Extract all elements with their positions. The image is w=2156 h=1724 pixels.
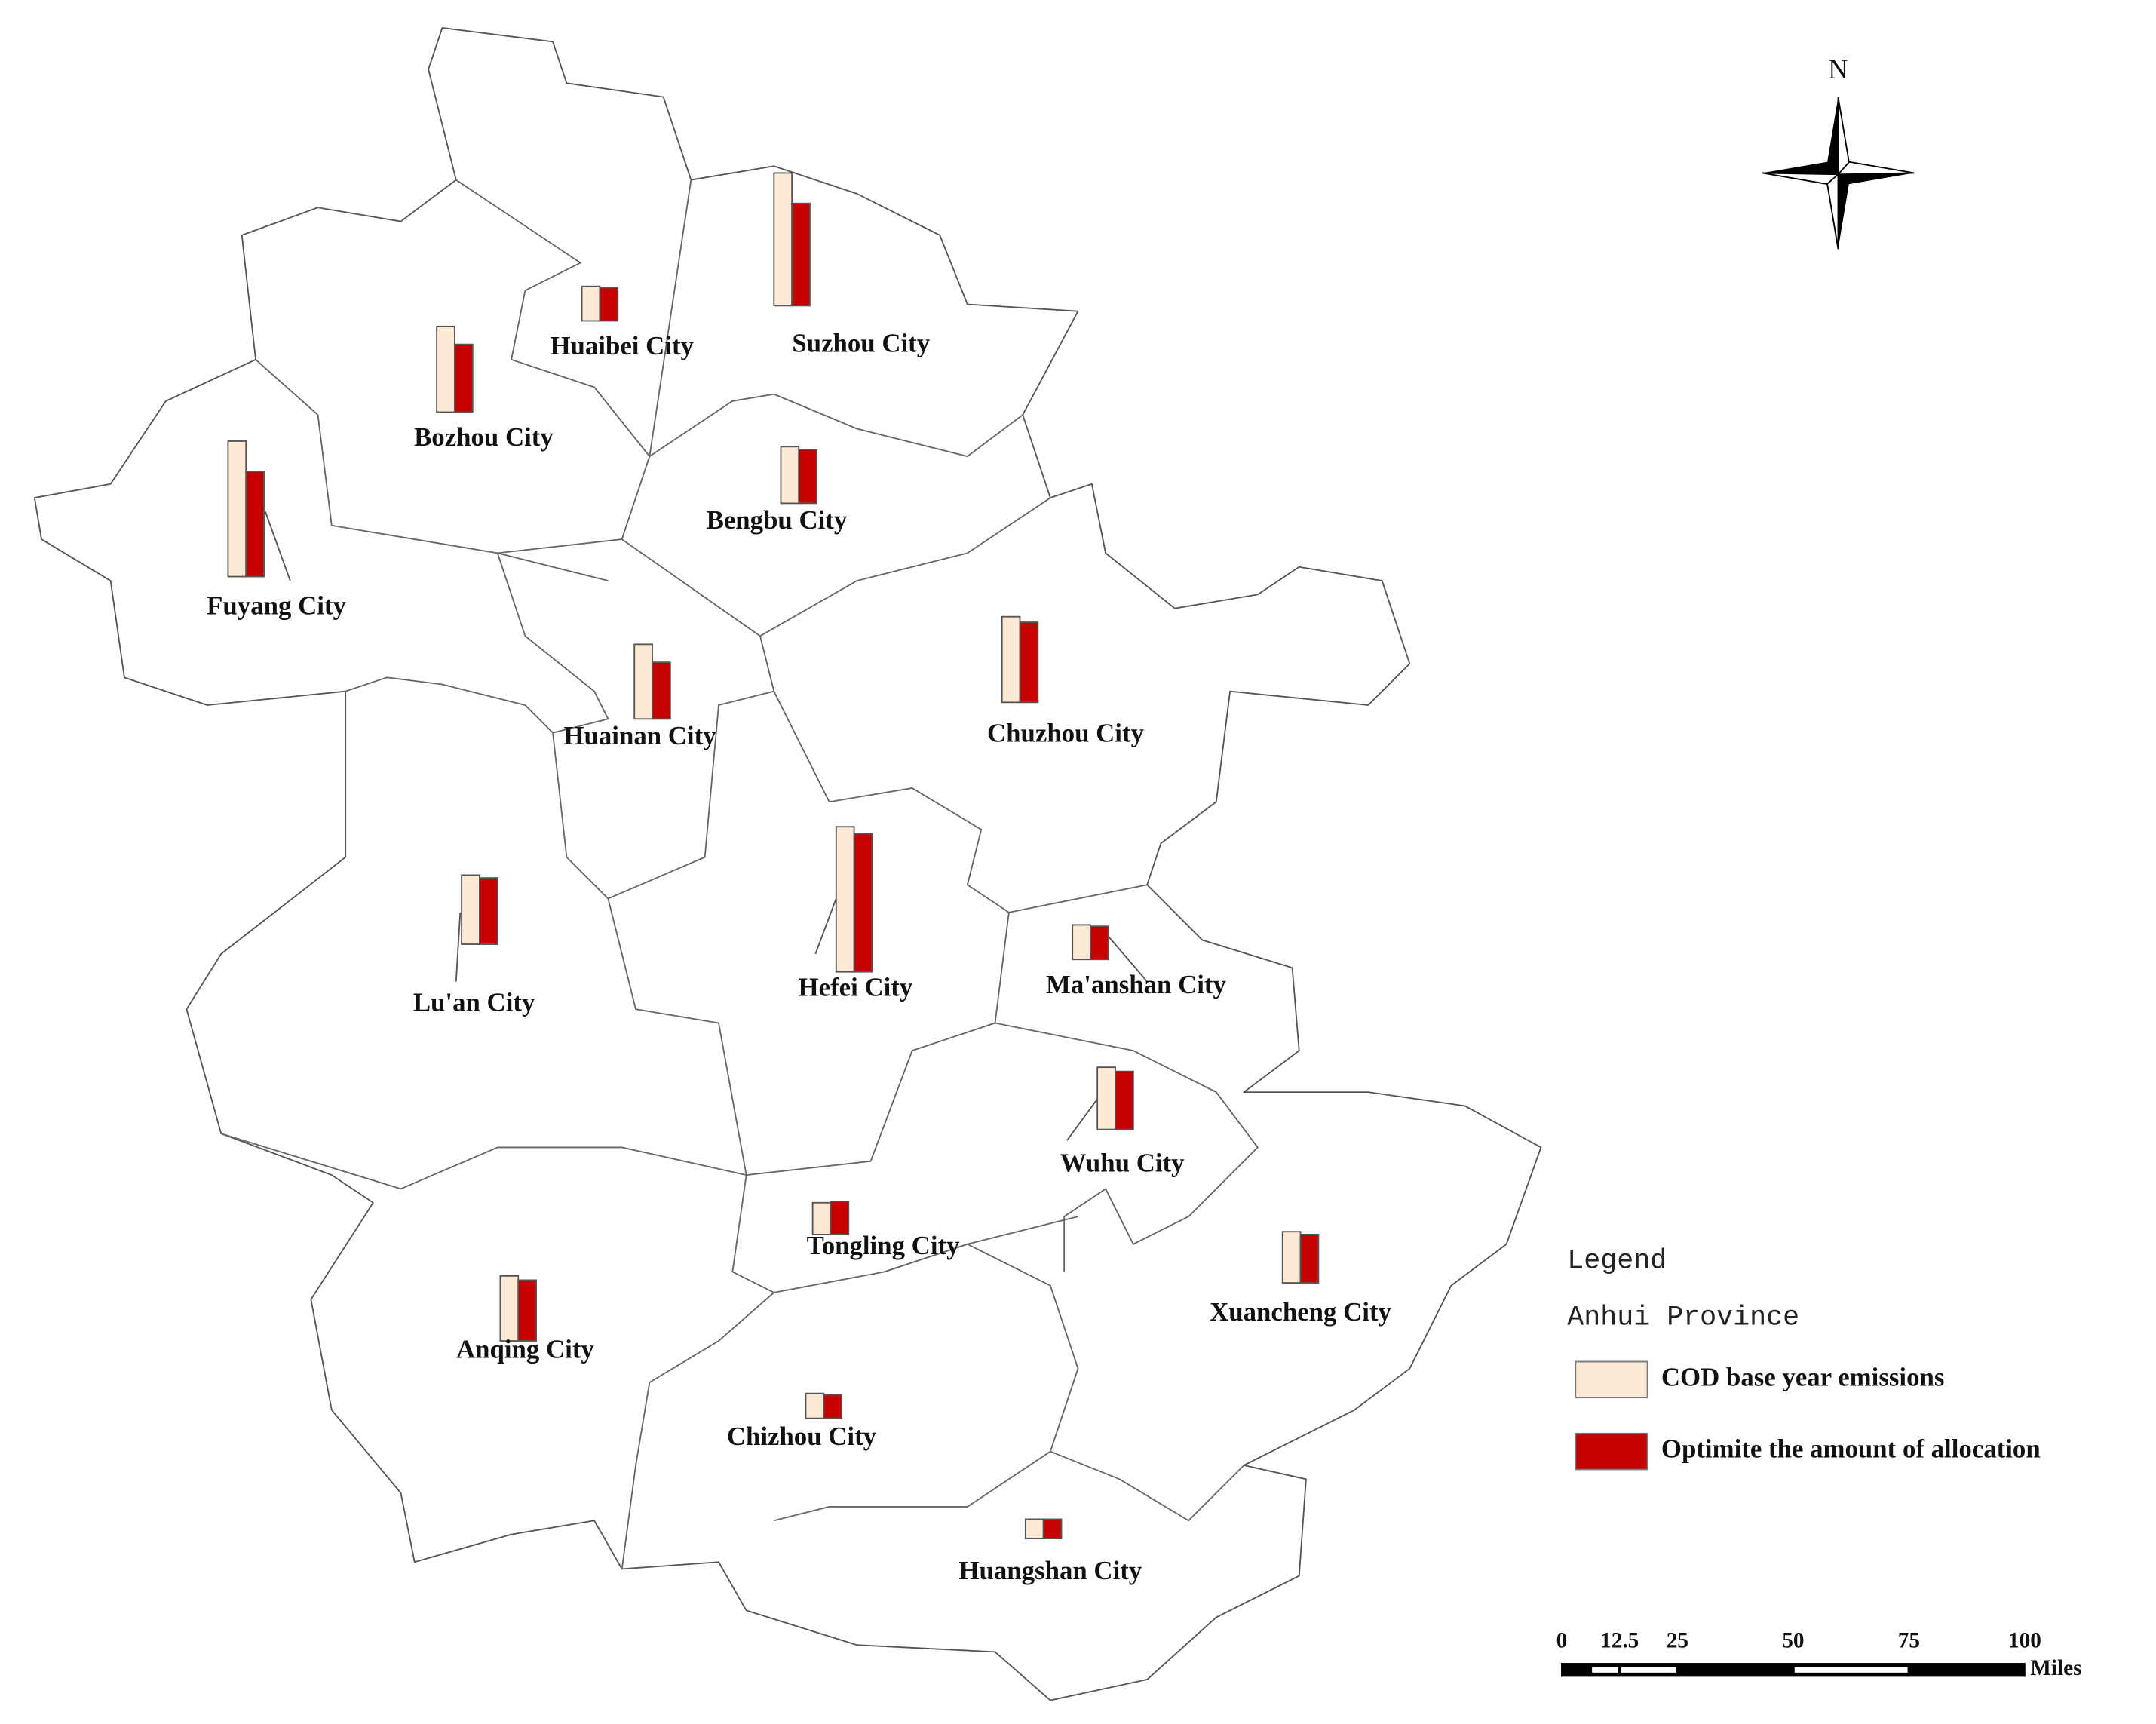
- bar: [1281, 1231, 1302, 1284]
- bar: [1115, 1070, 1134, 1130]
- bar: [599, 287, 619, 322]
- bar: [517, 1279, 538, 1342]
- scale-bar-segment: [1621, 1667, 1676, 1673]
- bar: [1096, 1066, 1116, 1130]
- city-borders: [220, 179, 1259, 1569]
- bar: [1090, 925, 1109, 961]
- bar: [1042, 1518, 1063, 1540]
- scale-bar-segment: [1794, 1667, 1908, 1673]
- bar: [773, 172, 793, 307]
- scale-label: 12.5: [1600, 1628, 1639, 1652]
- bar: [581, 285, 601, 322]
- city-label: Suzhou City: [792, 328, 930, 357]
- bar: [245, 471, 265, 578]
- bar: [853, 833, 873, 973]
- bar: [1001, 615, 1021, 704]
- province-outline: [33, 27, 1542, 1701]
- city-label: Wuhu City: [1060, 1148, 1185, 1177]
- bar: [835, 826, 855, 973]
- bar: [780, 446, 800, 505]
- scale-bar-segment: [1592, 1667, 1618, 1673]
- bar: [633, 643, 653, 720]
- bar: [479, 877, 498, 945]
- north-label: N: [1828, 54, 1848, 84]
- bar: [830, 1201, 850, 1235]
- legend-swatch: [1575, 1360, 1648, 1399]
- city-label: Bengbu City: [707, 505, 848, 535]
- city-label: Huainan City: [563, 721, 716, 750]
- bar: [227, 440, 247, 578]
- city-label: Chizhou City: [727, 1422, 877, 1451]
- legend-label: Optimite the amount of allocation: [1661, 1434, 2041, 1464]
- leader-line: [814, 898, 837, 955]
- city-label: Anqing City: [456, 1335, 594, 1364]
- city-label: Huangshan City: [958, 1556, 1142, 1585]
- scale-label: 100: [2008, 1628, 2041, 1652]
- legend: Legend Anhui Province: [1567, 1245, 1799, 1333]
- legend-layer: Anhui Province: [1567, 1302, 1799, 1334]
- city-label: Chuzhou City: [987, 718, 1145, 747]
- bar: [823, 1394, 843, 1419]
- leader-line: [455, 912, 462, 982]
- scale-label: 75: [1898, 1628, 1920, 1652]
- compass: N: [1762, 54, 1915, 250]
- city-label: Hefei City: [799, 973, 913, 1002]
- leader-line: [265, 511, 291, 581]
- leader-line: [1066, 1098, 1098, 1141]
- bar: [454, 343, 474, 413]
- bar: [461, 874, 480, 945]
- city-label: Lu'an City: [413, 988, 535, 1017]
- bar: [1019, 621, 1039, 704]
- bar: [652, 661, 671, 720]
- legend-swatch: [1575, 1432, 1648, 1471]
- legend-title: Legend: [1567, 1245, 1667, 1277]
- city-label: Xuancheng City: [1210, 1297, 1391, 1327]
- bar: [791, 202, 811, 307]
- city-label: Huaibei City: [550, 331, 694, 360]
- bar: [805, 1392, 825, 1419]
- bar: [811, 1201, 832, 1235]
- city-label: Bozhou City: [414, 422, 554, 452]
- scale-unit: Miles: [2030, 1656, 2081, 1680]
- scale-label: 50: [1782, 1628, 1804, 1652]
- bar: [1299, 1233, 1320, 1284]
- bar: [499, 1275, 520, 1342]
- leader-line: [1105, 932, 1148, 983]
- bar: [1072, 924, 1091, 961]
- legend-label: COD base year emissions: [1661, 1362, 1945, 1391]
- bar: [798, 449, 818, 505]
- scale-label: 0: [1556, 1628, 1568, 1652]
- city-label: Ma'anshan City: [1046, 970, 1226, 999]
- bar: [436, 325, 455, 413]
- city-label: Tongling City: [807, 1231, 960, 1260]
- bar: [1024, 1518, 1044, 1540]
- scale-label: 25: [1667, 1628, 1688, 1652]
- city-label: Fuyang City: [207, 591, 346, 621]
